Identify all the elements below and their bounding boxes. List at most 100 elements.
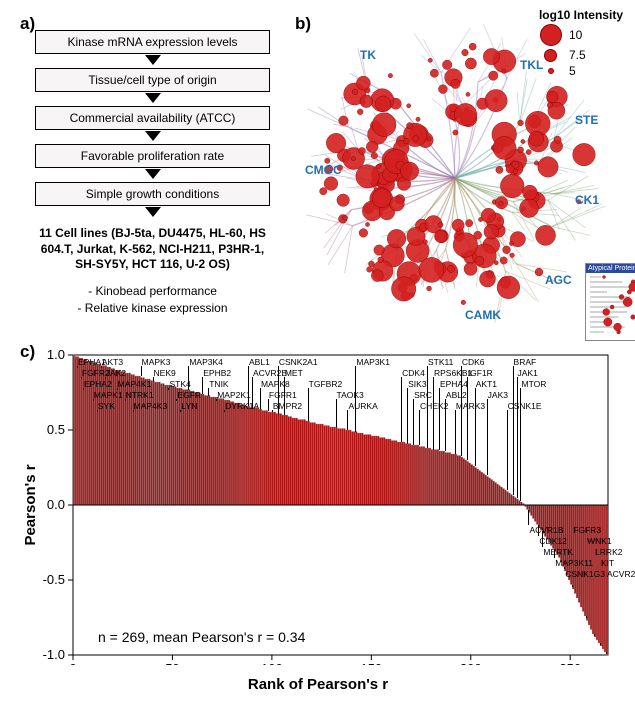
x-axis-label: Rank of Pearson's r <box>18 676 618 693</box>
gene-label: NEK9 <box>154 368 176 378</box>
gene-label: MAP3K11 <box>555 558 593 568</box>
svg-text:-1.0: -1.0 <box>43 647 65 662</box>
gene-label: JAK1 <box>518 368 538 378</box>
leader-line <box>461 366 462 456</box>
leader-line <box>180 410 181 412</box>
family-label-camk: CAMK <box>465 308 501 322</box>
leader-line <box>439 388 440 450</box>
legend-row-2: 5 <box>539 64 623 78</box>
leader-line <box>433 377 434 450</box>
leader-line <box>188 366 189 390</box>
leader-line <box>133 410 134 412</box>
gene-label: MAP3K1 <box>356 357 390 367</box>
gene-label: ACVR2B <box>253 368 287 378</box>
leader-line <box>347 410 348 430</box>
leader-line <box>467 377 468 460</box>
gene-label: MAPK8 <box>261 379 290 389</box>
leader-line <box>268 399 269 411</box>
gene-label: MAP3K4 <box>189 357 223 367</box>
svg-text:1.0: 1.0 <box>47 347 65 362</box>
gene-label: TNIK <box>209 379 228 389</box>
family-label-agc: AGC <box>545 273 572 287</box>
svg-text:150: 150 <box>360 661 382 665</box>
family-label-ste: STE <box>575 113 598 127</box>
flow-step-0: Kinase mRNA expression levels <box>35 30 270 54</box>
svg-text:200: 200 <box>460 661 482 665</box>
leader-line <box>600 643 601 645</box>
leader-line <box>117 388 118 390</box>
leader-line <box>528 510 529 526</box>
flow-arrow-icon <box>35 168 270 182</box>
leader-line <box>407 388 408 444</box>
leader-line <box>153 377 154 381</box>
leader-line <box>572 585 573 587</box>
flow-step-3: Favorable proliferation rate <box>35 144 270 168</box>
flow-arrow-icon <box>35 54 270 68</box>
gene-label: FGFR3 <box>573 525 601 535</box>
leader-line <box>216 399 217 401</box>
leader-line <box>252 377 253 408</box>
gene-label: MAPK1 <box>94 390 123 400</box>
svg-text:0: 0 <box>69 661 76 665</box>
leader-line <box>308 388 309 421</box>
svg-text:50: 50 <box>165 661 179 665</box>
leader-line <box>445 399 446 451</box>
leader-line <box>176 399 177 401</box>
gene-label: NTRK1 <box>126 390 154 400</box>
gene-label: AKT3 <box>102 357 123 367</box>
svg-text:-0.5: -0.5 <box>43 572 65 587</box>
leader-line <box>413 399 414 445</box>
leader-line <box>520 388 521 501</box>
gene-label: MERTK <box>543 547 573 557</box>
gene-label: ACVR1B <box>529 525 563 535</box>
leader-line <box>168 388 169 390</box>
atypical-inset: Atypical Protein Kinases <box>585 263 635 341</box>
gene-label: MTOR <box>521 379 546 389</box>
leader-line <box>427 366 428 448</box>
gene-label: EPHA2 <box>84 379 112 389</box>
leader-line <box>419 410 420 445</box>
gene-label: JAK3 <box>488 390 508 400</box>
svg-text:0.0: 0.0 <box>47 497 65 512</box>
leader-line <box>278 366 279 414</box>
gene-label: ACVR2B <box>607 569 635 579</box>
gene-label: AKT1 <box>476 379 497 389</box>
gene-label: MAP2K1 <box>217 390 251 400</box>
leader-line <box>93 399 94 401</box>
leader-line <box>475 388 476 466</box>
leader-line <box>487 399 488 475</box>
svg-text:100: 100 <box>261 661 283 665</box>
gene-label: ABL2 <box>446 390 467 400</box>
leader-line <box>542 531 543 548</box>
leader-line <box>586 616 587 618</box>
leader-line <box>141 366 142 376</box>
leader-line <box>455 410 456 454</box>
leader-line <box>101 366 102 368</box>
gene-label: TGFBR2 <box>309 379 343 389</box>
leader-line <box>401 377 402 442</box>
gene-label: TAOK3 <box>337 390 364 400</box>
leader-line <box>208 388 209 396</box>
gene-label: WNK1 <box>587 536 612 546</box>
leader-line <box>517 377 518 498</box>
flow-arrow-icon <box>35 130 270 144</box>
leader-line <box>538 525 539 537</box>
leader-line <box>83 388 84 390</box>
leader-line <box>507 410 508 490</box>
gene-label: STK11 <box>428 357 453 367</box>
leader-line <box>105 377 106 379</box>
gene-label: CDK12 <box>539 536 566 546</box>
gene-label: CSNK2A1 <box>279 357 318 367</box>
gene-label: LRRK2 <box>595 547 622 557</box>
leader-line <box>554 549 555 559</box>
leader-line <box>594 634 595 636</box>
flow-arrow-icon <box>35 206 270 220</box>
svg-text:250: 250 <box>559 661 581 665</box>
gene-label: EPHA4 <box>440 379 468 389</box>
leader-line <box>355 366 356 432</box>
leader-line <box>284 377 285 415</box>
flow-step-1: Tissue/cell type of origin <box>35 68 270 92</box>
stat-text: n = 269, mean Pearson's r = 0.34 <box>98 629 305 645</box>
leader-line <box>606 652 607 654</box>
leader-line <box>336 399 337 427</box>
